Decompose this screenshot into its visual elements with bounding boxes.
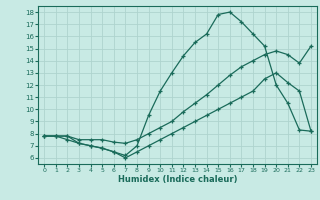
X-axis label: Humidex (Indice chaleur): Humidex (Indice chaleur): [118, 175, 237, 184]
